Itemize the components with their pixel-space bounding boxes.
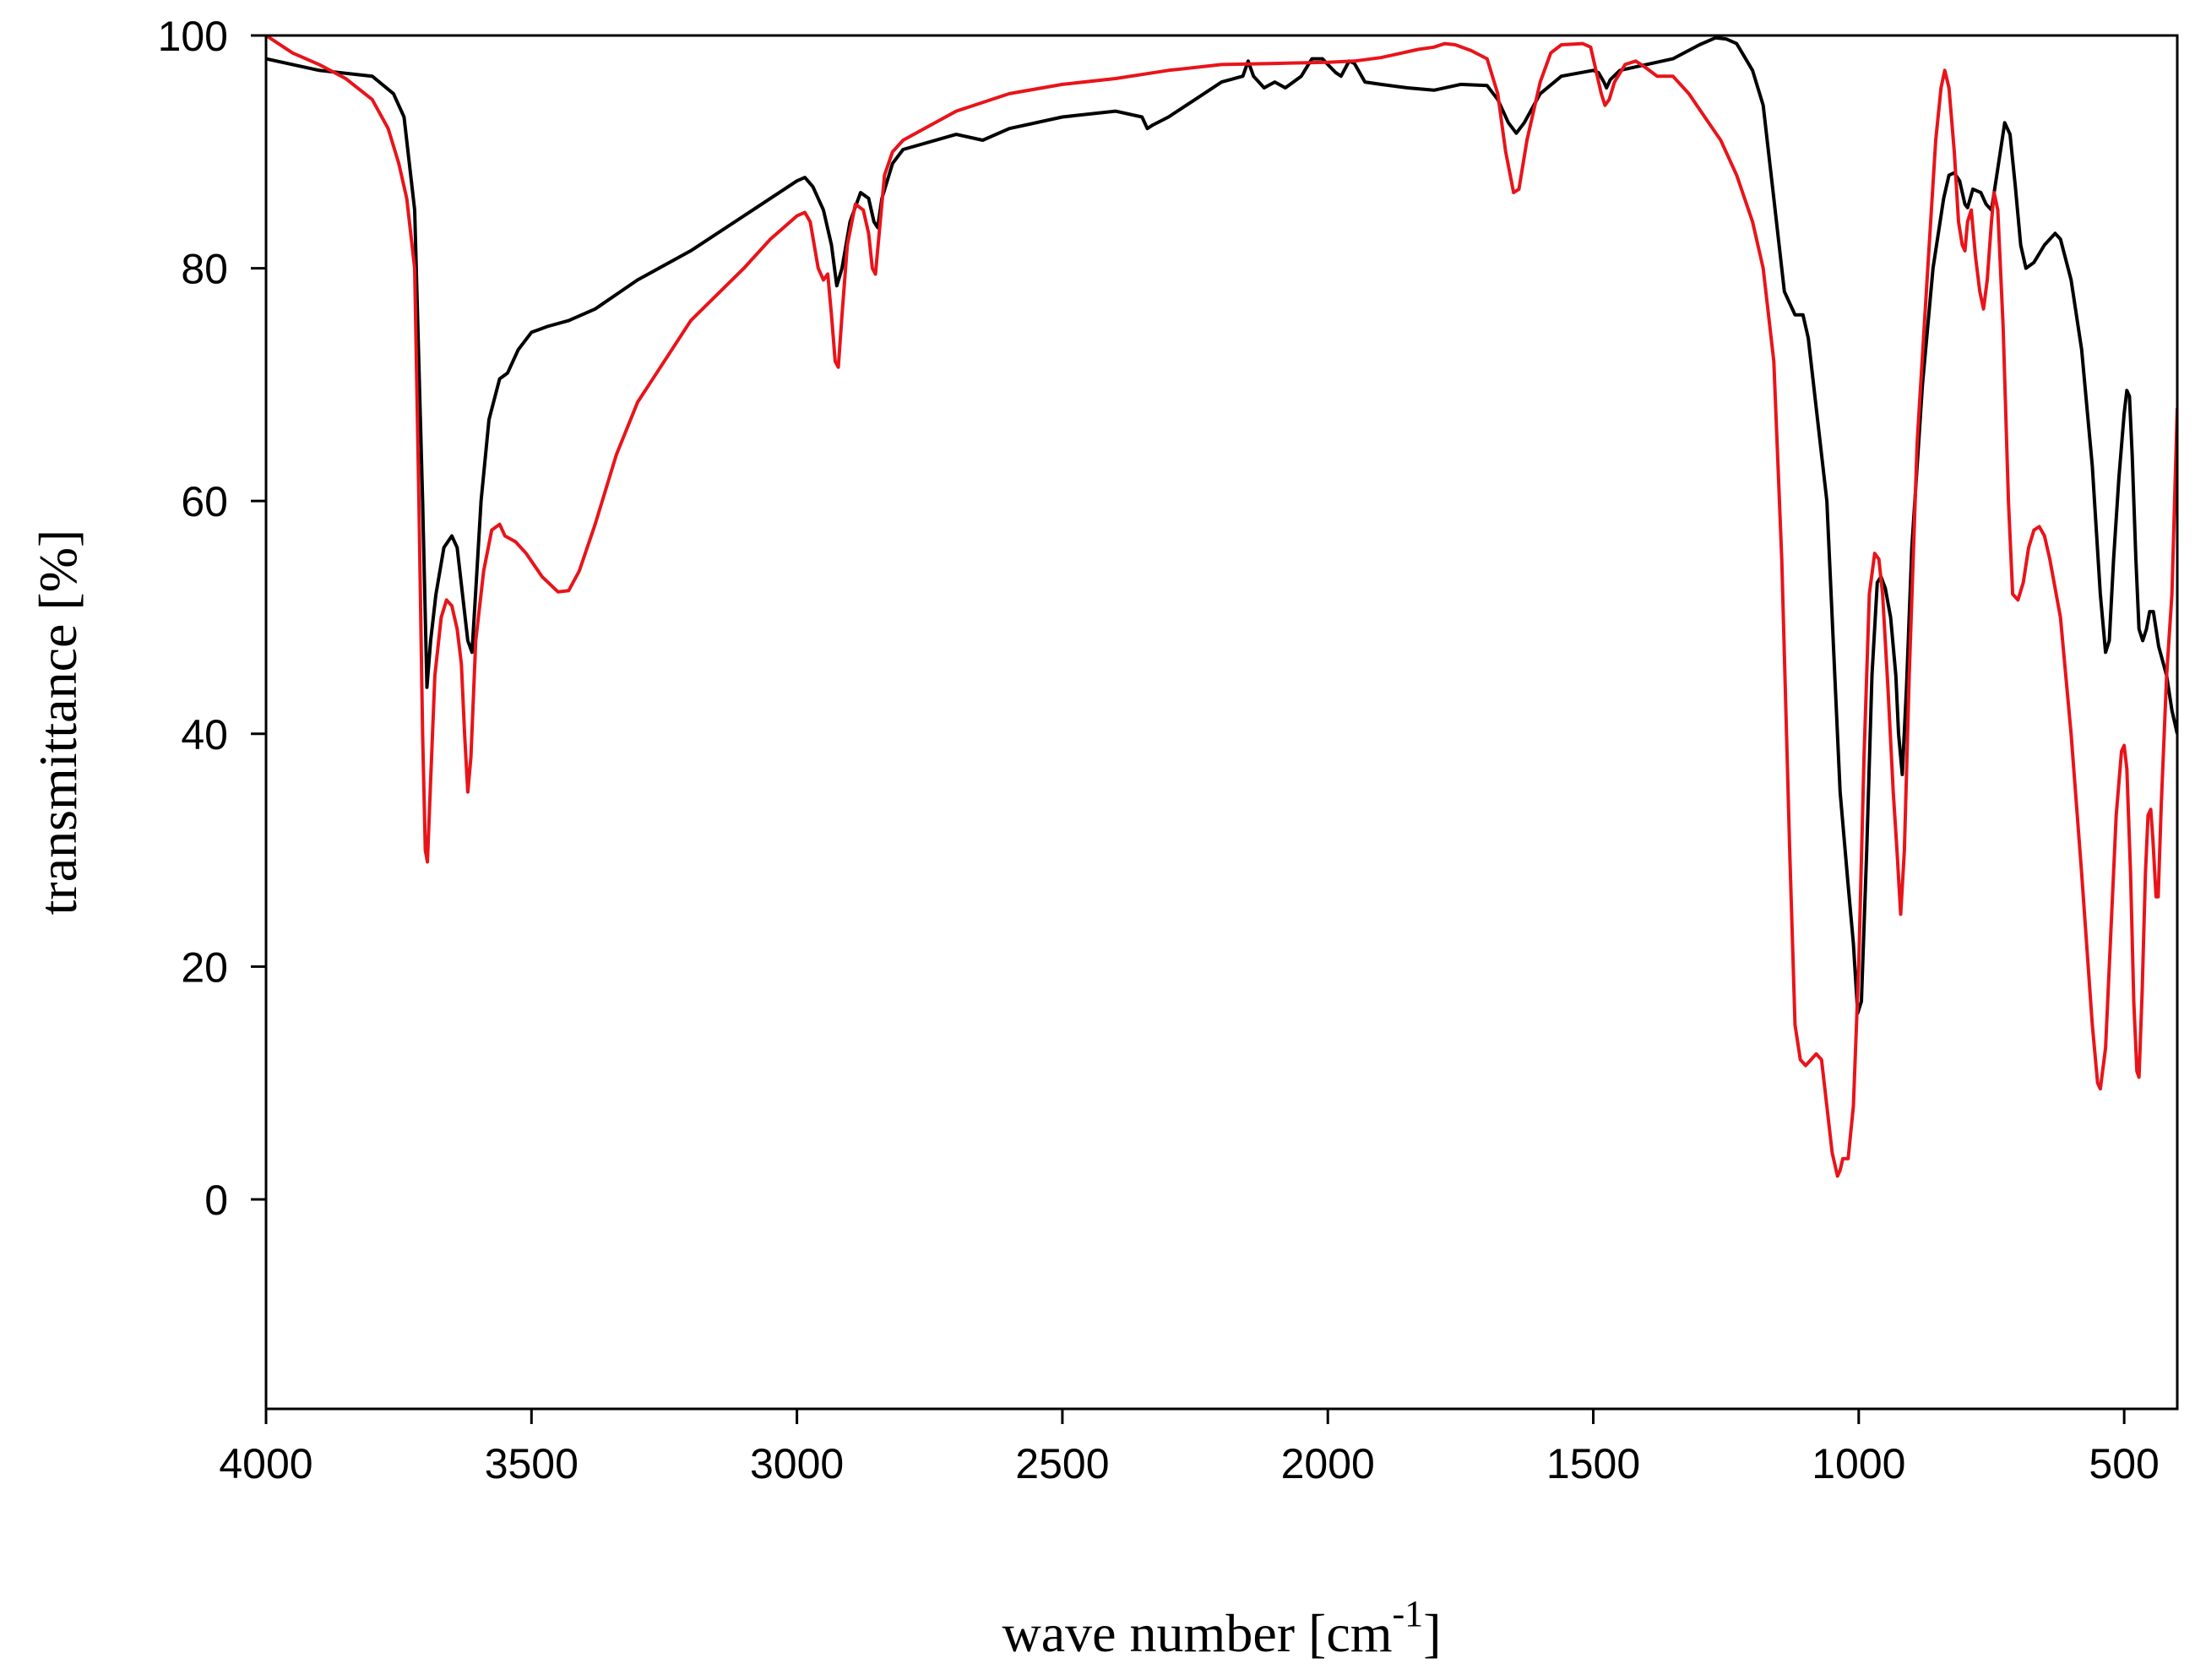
x-axis-title-main: wave number [cm: [1002, 1603, 1393, 1663]
y-tick-label: 60: [181, 478, 228, 525]
y-tick-label: 100: [158, 13, 228, 60]
x-tick-label: 2000: [1281, 1440, 1375, 1487]
y-tick-label: 0: [204, 1177, 228, 1224]
y-axis: 100 80 60 40 20 0: [158, 13, 266, 1224]
x-tick-label: 2500: [1015, 1440, 1109, 1487]
series-lines: [266, 35, 2177, 1178]
x-tick-label: 1000: [1812, 1440, 1905, 1487]
plot-area-frame: [264, 34, 2179, 1411]
series-line-2: [266, 35, 2177, 1178]
y-tick-label: 80: [181, 246, 228, 293]
x-axis-title-superscript: -1: [1393, 1593, 1424, 1634]
x-tick-label: 500: [2089, 1440, 2159, 1487]
x-axis-title-suffix: ]: [1423, 1603, 1441, 1663]
y-axis-title: transmittance [%]: [28, 530, 88, 916]
y-tick-label: 20: [181, 943, 228, 991]
y-tick-label: 40: [181, 711, 228, 758]
series-line-1: [266, 35, 2177, 1015]
x-tick-label: 1500: [1546, 1440, 1640, 1487]
x-tick-label: 3500: [485, 1440, 579, 1487]
x-tick-label: 3000: [750, 1440, 844, 1487]
x-axis: 4000 3500 3000 2500 2000 1500 1000 500: [219, 1409, 2160, 1487]
x-tick-label: 4000: [219, 1440, 312, 1487]
x-axis-title: wave number [cm-1]: [1002, 1593, 1442, 1663]
